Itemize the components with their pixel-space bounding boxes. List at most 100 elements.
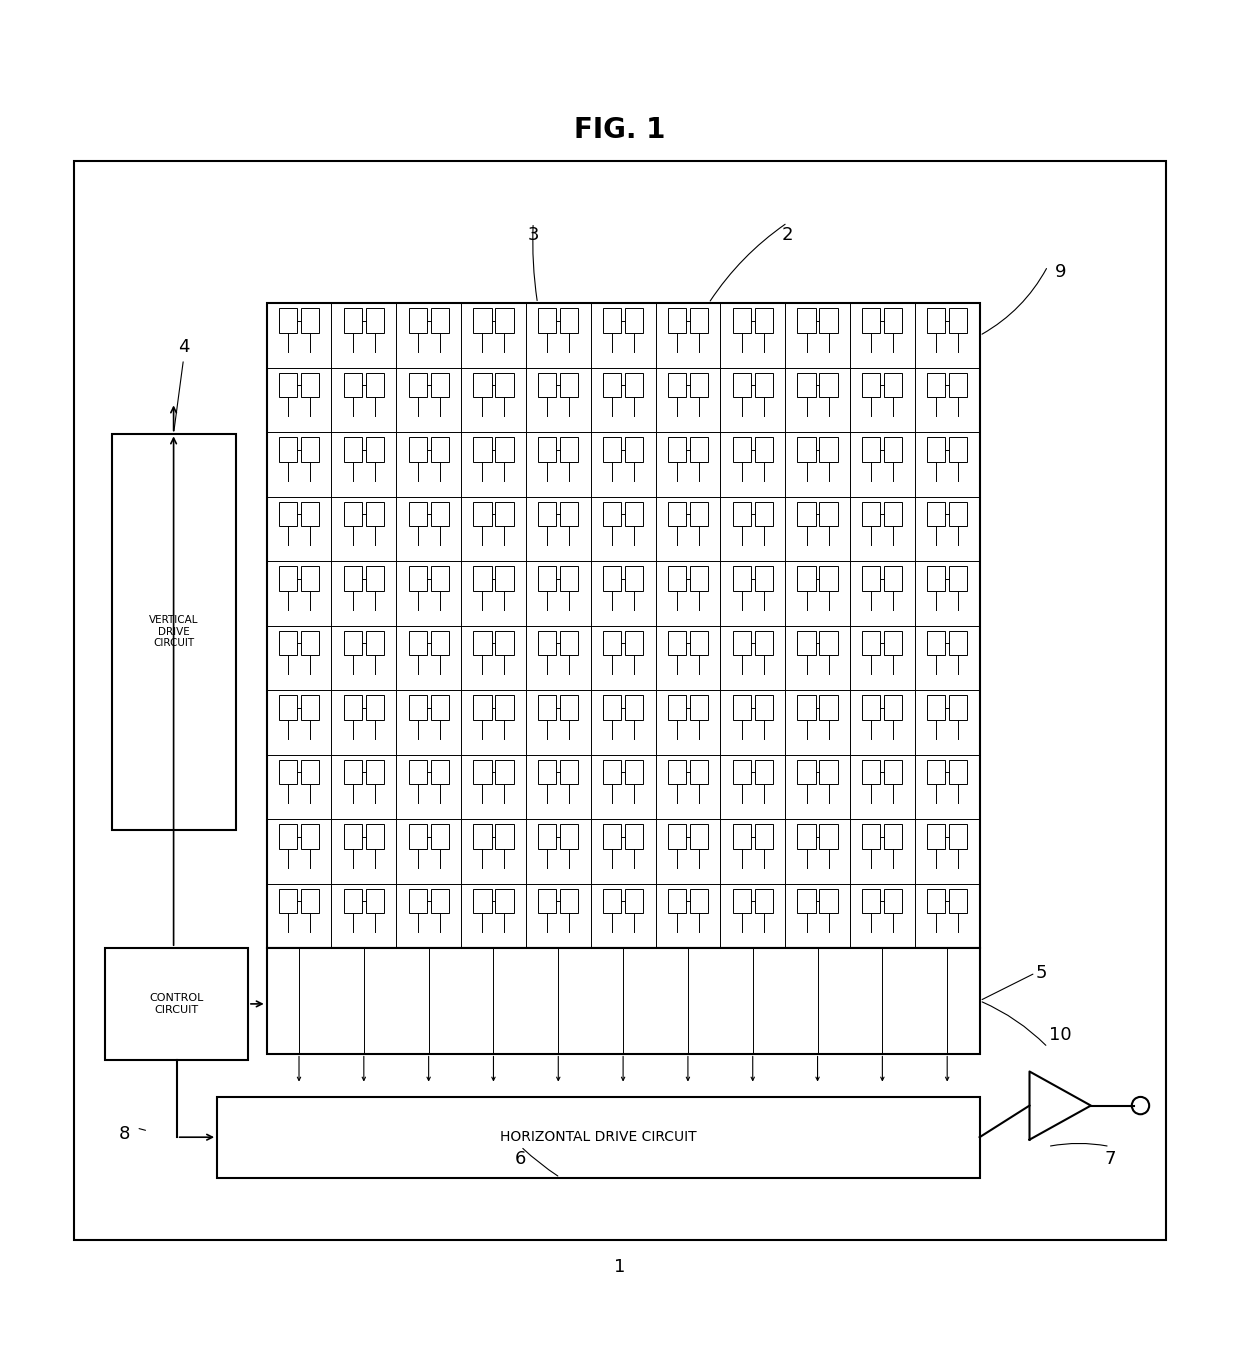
Bar	[430, 889, 449, 913]
Bar	[949, 695, 967, 720]
Bar	[74, 161, 1166, 1239]
Bar	[733, 567, 750, 592]
Bar	[496, 502, 513, 526]
Bar	[343, 567, 362, 592]
Bar	[279, 631, 298, 656]
Bar	[105, 949, 248, 1059]
Bar	[430, 308, 449, 333]
Bar	[343, 308, 362, 333]
Bar	[279, 695, 298, 720]
Bar	[733, 825, 750, 849]
Bar	[366, 567, 384, 592]
Bar	[279, 759, 298, 784]
Bar	[820, 631, 838, 656]
Bar	[430, 373, 449, 398]
Bar	[797, 889, 816, 913]
Text: 3: 3	[527, 226, 539, 244]
Bar	[820, 567, 838, 592]
Bar	[668, 567, 686, 592]
Bar	[862, 373, 880, 398]
Bar	[301, 502, 319, 526]
Bar	[343, 373, 362, 398]
Bar	[496, 567, 513, 592]
Bar	[538, 373, 557, 398]
Bar	[538, 308, 557, 333]
Bar	[408, 373, 427, 398]
Bar	[884, 631, 903, 656]
Bar	[733, 373, 750, 398]
Bar	[884, 438, 903, 462]
Bar	[301, 759, 319, 784]
Bar	[689, 567, 708, 592]
Bar	[928, 889, 945, 913]
Circle shape	[1132, 1097, 1149, 1115]
Bar	[625, 308, 644, 333]
Bar	[820, 373, 838, 398]
Bar	[343, 631, 362, 656]
Bar	[755, 308, 773, 333]
Bar	[560, 759, 578, 784]
Text: VERTICAL
DRIVE
CIRCUIT: VERTICAL DRIVE CIRCUIT	[149, 615, 198, 649]
Bar	[538, 502, 557, 526]
Bar	[496, 889, 513, 913]
Bar	[625, 631, 644, 656]
Bar	[884, 502, 903, 526]
Bar	[430, 695, 449, 720]
Bar	[496, 695, 513, 720]
Bar	[862, 759, 880, 784]
Bar	[538, 759, 557, 784]
Bar	[862, 308, 880, 333]
Bar	[112, 433, 236, 830]
Bar	[408, 438, 427, 462]
Bar	[603, 438, 621, 462]
Bar	[797, 308, 816, 333]
Bar	[267, 949, 980, 1054]
Bar	[862, 889, 880, 913]
Bar	[820, 502, 838, 526]
Bar	[279, 825, 298, 849]
Bar	[689, 889, 708, 913]
Bar	[733, 502, 750, 526]
Bar	[408, 308, 427, 333]
Bar	[755, 695, 773, 720]
Bar	[928, 567, 945, 592]
Bar	[301, 438, 319, 462]
Bar	[474, 825, 491, 849]
Bar	[603, 759, 621, 784]
Bar	[862, 825, 880, 849]
Bar	[538, 695, 557, 720]
Text: 4: 4	[177, 338, 190, 356]
Bar	[279, 438, 298, 462]
Bar	[689, 438, 708, 462]
Bar	[560, 438, 578, 462]
Bar	[301, 695, 319, 720]
Bar	[301, 889, 319, 913]
Bar	[884, 759, 903, 784]
Bar	[928, 373, 945, 398]
Bar	[603, 695, 621, 720]
Bar	[560, 889, 578, 913]
Bar	[755, 567, 773, 592]
Bar	[408, 759, 427, 784]
Bar	[949, 825, 967, 849]
Bar	[820, 695, 838, 720]
Bar	[733, 695, 750, 720]
Bar	[474, 438, 491, 462]
Bar	[560, 695, 578, 720]
Bar	[733, 308, 750, 333]
Text: 10: 10	[1049, 1026, 1071, 1044]
Bar	[949, 373, 967, 398]
Bar	[560, 373, 578, 398]
Bar	[820, 308, 838, 333]
Bar	[689, 631, 708, 656]
Bar	[797, 759, 816, 784]
Bar	[625, 825, 644, 849]
Bar	[301, 631, 319, 656]
Bar	[820, 889, 838, 913]
Bar	[474, 759, 491, 784]
Bar	[603, 502, 621, 526]
Bar	[689, 502, 708, 526]
Bar	[474, 631, 491, 656]
Bar	[496, 759, 513, 784]
Bar	[668, 631, 686, 656]
